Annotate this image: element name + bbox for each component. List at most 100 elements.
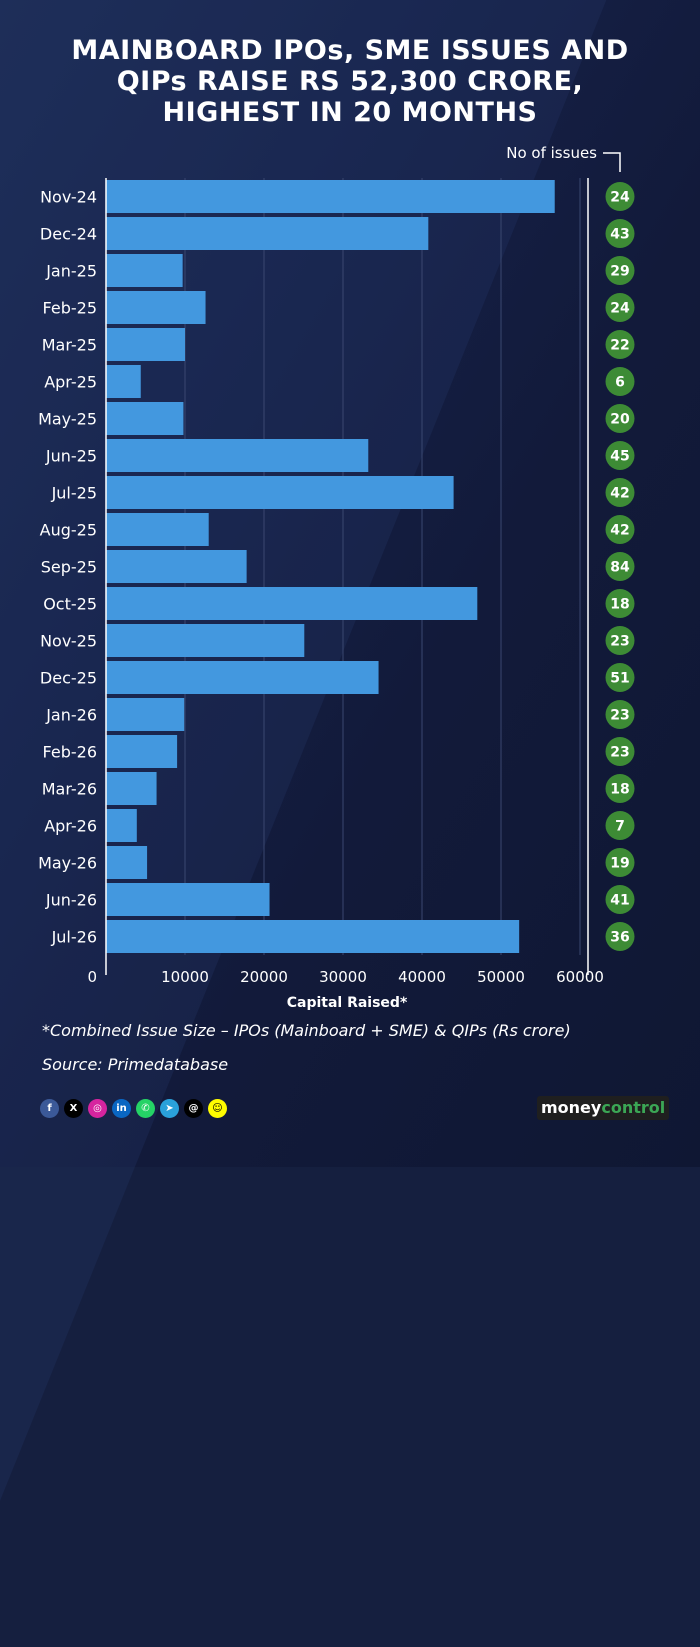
bar-Dec-24 [106,217,429,250]
bar-Nov-25 [106,624,305,657]
issues-badge [605,404,635,433]
category-label: Mar-26 [42,780,97,799]
source-note: Source: Primedatabase [42,1055,229,1074]
category-label: Jan-25 [45,262,97,281]
x-tick-label: 0 [87,968,97,986]
bar-Oct-25 [106,587,478,620]
telegram-icon[interactable]: ➤ [160,1099,179,1118]
bar-May-25 [106,402,184,435]
category-label: Dec-25 [40,669,97,688]
issues-count: 45 [610,449,629,465]
whatsapp-icon[interactable]: ✆ [136,1099,155,1118]
bar-May-26 [106,846,148,879]
category-label: Jun-26 [45,891,97,910]
title-line-2: QIPs RAISE RS 52,300 CRORE, [116,66,584,97]
bar-Aug-25 [106,513,209,546]
issues-badge [605,552,635,581]
x-tick-label: 30000 [319,968,367,986]
issues-count: 20 [610,412,630,428]
category-label: May-26 [38,854,97,873]
category-label: Mar-25 [42,336,97,355]
category-label: Feb-26 [43,743,97,762]
bar-Apr-26 [106,809,137,842]
issues-badge [605,663,635,692]
bar-Jul-25 [106,476,454,509]
issues-count: 24 [610,301,630,317]
issues-badge [605,774,635,803]
bar-Dec-25 [106,661,379,694]
issues-badge [605,922,635,951]
instagram-icon[interactable]: ◎ [88,1099,107,1118]
issues-count: 23 [610,745,629,761]
category-label: Jan-26 [45,706,97,725]
issues-count: 84 [610,560,630,576]
issues-count: 43 [610,227,629,243]
issues-count: 18 [610,597,629,613]
bar-Sep-25 [106,550,247,583]
issues-badge [605,293,635,322]
issues-count: 42 [610,486,629,502]
threads-icon[interactable]: @ [184,1099,203,1118]
category-label: Dec-24 [40,225,97,244]
x-tick-label: 10000 [161,968,209,986]
issues-badge [605,330,635,359]
issues-count: 22 [610,338,629,354]
chart-title: MAINBOARD IPOs, SME ISSUES AND QIPs RAIS… [20,35,680,128]
bar-Apr-25 [106,365,141,398]
category-label: Feb-25 [43,299,97,318]
issues-badge [605,626,635,655]
bar-Feb-26 [106,735,178,768]
x-axis-label: Capital Raised* [287,995,408,1011]
issues-badge [605,256,635,285]
issues-count: 6 [615,375,625,391]
issues-count: 23 [610,634,629,650]
issues-badge [605,478,635,507]
title-line-1: MAINBOARD IPOs, SME ISSUES AND [71,35,629,66]
snapchat-icon[interactable]: ☺ [208,1099,227,1118]
issues-badge [605,737,635,766]
issues-count: 41 [610,893,629,909]
category-label: Apr-25 [44,373,97,392]
bar-Jan-25 [106,254,183,287]
issues-count: 36 [610,930,629,946]
issues-badge [605,515,635,544]
bar-chart: Nov-24 24 Dec-24 43 Jan-25 29 Feb-25 24 Mar-25 22… [38,144,635,1011]
footnote: *Combined Issue Size – IPOs (Mainboard +… [42,1021,571,1040]
issues-count: 29 [610,264,629,280]
title-line-3: HIGHEST IN 20 MONTHS [162,97,538,128]
x-tick-label: 20000 [240,968,288,986]
issues-badge [605,182,635,211]
issues-bracket [603,152,621,172]
category-label: Oct-25 [43,595,97,614]
issues-count: 24 [610,190,630,206]
issues-count: 23 [610,708,629,724]
logo-part-control: control [601,1098,666,1117]
x-tick-label: 60000 [556,968,604,986]
issues-badge [605,811,635,840]
bar-Jun-25 [106,439,369,472]
logo-part-money: money [541,1098,602,1117]
x-tick-label: 40000 [398,968,446,986]
x-icon[interactable]: X [64,1099,83,1118]
category-label: Nov-25 [40,632,97,651]
issues-header: No of issues [506,144,597,162]
category-label: Sep-25 [41,558,97,577]
issues-count: 42 [610,523,629,539]
category-label: May-25 [38,410,97,429]
bar-Jan-26 [106,698,185,731]
bar-Mar-26 [106,772,157,805]
issues-count: 51 [610,671,629,687]
issues-badge [605,700,635,729]
linkedin-icon[interactable]: in [112,1099,131,1118]
issues-count: 18 [610,782,629,798]
facebook-icon[interactable]: f [40,1099,59,1118]
category-label: Jun-25 [45,447,97,466]
bar-Jun-26 [106,883,270,916]
issues-count: 7 [615,819,625,835]
category-label: Nov-24 [40,188,97,207]
category-label: Jul-26 [51,928,97,947]
issues-badge [605,367,635,396]
bar-Feb-25 [106,291,206,324]
bar-Jul-26 [106,920,520,953]
x-tick-label: 50000 [477,968,525,986]
